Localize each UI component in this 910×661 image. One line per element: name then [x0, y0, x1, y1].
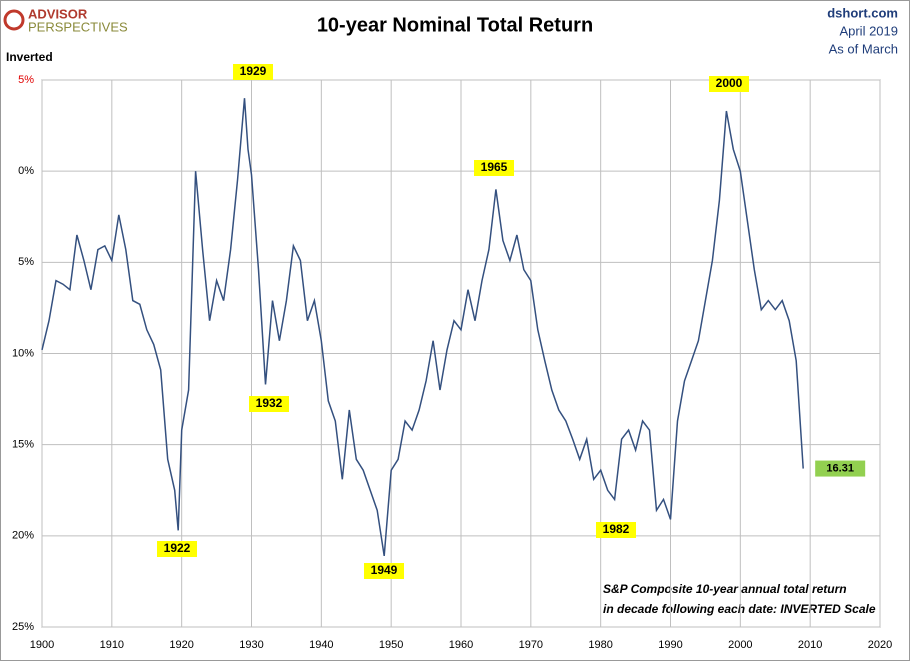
source-date: April 2019	[839, 23, 898, 38]
annotation: 1929	[240, 64, 267, 78]
x-tick-label: 1930	[239, 639, 263, 651]
annotation-box	[364, 563, 404, 579]
x-tick-label: 1960	[449, 639, 473, 651]
annotation: 2000	[716, 76, 743, 90]
note-line: S&P Composite 10-year annual total retur…	[603, 582, 847, 596]
annotation: 1982	[603, 522, 630, 536]
x-tick-label: 1990	[658, 639, 682, 651]
y-tick-label: 10%	[12, 347, 34, 359]
x-tick-label: 1940	[309, 639, 333, 651]
y-tick-label: 15%	[12, 439, 34, 451]
x-tick-label: 2000	[728, 639, 752, 651]
y-tick-label: 5%	[18, 256, 34, 268]
annotation: 1949	[371, 563, 398, 577]
line	[41, 98, 804, 557]
annotation-box	[233, 64, 273, 80]
annotation-box	[249, 396, 289, 412]
x-tick-label: 1980	[588, 639, 612, 651]
x-tick-label: 2020	[868, 639, 892, 651]
annotation-box	[596, 522, 636, 538]
value-label: 16.31	[826, 462, 854, 474]
x-tick-label: 1970	[519, 639, 543, 651]
x-tick-label: 1950	[379, 639, 403, 651]
annotation-box	[474, 160, 514, 176]
x-tick-label: 2010	[798, 639, 822, 651]
y-axis-label: Inverted	[6, 50, 53, 64]
chart-title: 10-year Nominal Total Return	[317, 14, 593, 36]
x-tick-label: 1920	[169, 639, 193, 651]
y-tick-label: 25%	[12, 621, 34, 633]
source-asof: As of March	[829, 41, 898, 56]
y-tick-label: 5%	[18, 74, 34, 86]
note-line: in decade following each date: INVERTED …	[603, 602, 876, 616]
y-tick-label: 0%	[18, 165, 34, 177]
y-tick-label: 20%	[12, 530, 34, 542]
logo-icon	[3, 9, 25, 31]
annotation-box	[157, 541, 197, 557]
annotation: 1932	[256, 396, 283, 410]
x-tick-label: 1900	[30, 639, 54, 651]
value-label-box	[815, 460, 866, 477]
annotation: 1965	[481, 160, 508, 174]
annotation: 1922	[164, 541, 191, 555]
logo-line2: PERSPECTIVES	[28, 19, 128, 34]
x-tick-label: 1910	[100, 639, 124, 651]
source-site: dshort.com	[827, 5, 898, 20]
logo-line1: ADVISOR	[28, 6, 88, 21]
annotation-box	[709, 76, 749, 92]
